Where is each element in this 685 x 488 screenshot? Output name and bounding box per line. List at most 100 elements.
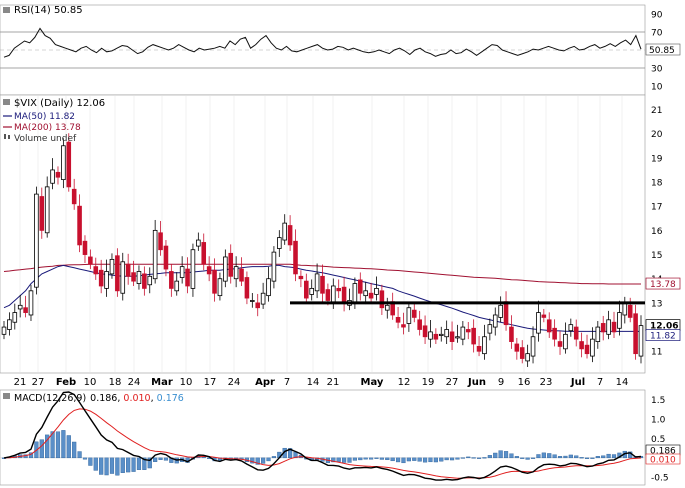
x-tick-label: Jun bbox=[467, 377, 486, 388]
candle-body-up bbox=[363, 290, 368, 297]
candle bbox=[314, 263, 320, 299]
candle-body-up bbox=[260, 292, 266, 305]
x-tick-label: 24 bbox=[128, 377, 141, 388]
candle bbox=[455, 324, 460, 343]
macd-histogram-bar bbox=[503, 451, 509, 459]
macd-y-tick: 1.5 bbox=[651, 396, 665, 406]
rsi-y-tick: 10 bbox=[651, 83, 663, 93]
candle-body-up bbox=[617, 312, 622, 329]
x-tick-label: 10 bbox=[84, 377, 97, 388]
x-tick-label: 7 bbox=[597, 377, 603, 388]
candle-body-up bbox=[568, 324, 574, 332]
candle bbox=[28, 284, 34, 322]
candle-body-up bbox=[174, 280, 180, 292]
rsi-last-value-box bbox=[645, 43, 681, 56]
candle-body-up bbox=[530, 336, 536, 357]
candle-body-down bbox=[465, 329, 471, 333]
candle-body-up bbox=[44, 186, 50, 234]
candle bbox=[217, 272, 223, 301]
macd-histogram-bar bbox=[336, 457, 341, 462]
macd-histogram-bar bbox=[352, 457, 357, 461]
x-tick-label: 23 bbox=[540, 377, 553, 388]
candle bbox=[255, 293, 261, 317]
candle-body-down bbox=[185, 268, 190, 287]
candle bbox=[525, 344, 530, 367]
macd-histogram-bar bbox=[88, 457, 93, 466]
candle bbox=[169, 263, 174, 297]
macd-marker-icon bbox=[3, 393, 10, 399]
candle bbox=[201, 233, 207, 271]
candle-body-down bbox=[304, 280, 309, 299]
candle bbox=[142, 266, 147, 296]
candle-body-down bbox=[600, 323, 606, 333]
macd-histogram-bar bbox=[493, 452, 498, 459]
price-y-tick: 11 bbox=[651, 348, 662, 358]
candle-body-up bbox=[438, 333, 444, 336]
price-title: $VIX (Daily) 12.06 bbox=[14, 98, 105, 109]
candle bbox=[476, 336, 482, 357]
macd-histogram-bar bbox=[455, 457, 460, 460]
macd-histogram-bar bbox=[104, 457, 109, 476]
candle-body-down bbox=[627, 304, 633, 318]
candle-body-down bbox=[476, 346, 482, 352]
macd-histogram-bar bbox=[536, 454, 541, 459]
price-y-tick: 13 bbox=[651, 299, 662, 309]
candle bbox=[633, 304, 638, 360]
candle bbox=[395, 307, 401, 329]
candle-body-down bbox=[39, 196, 45, 231]
candle-body-down bbox=[449, 331, 455, 342]
volume-legend: Volume undef bbox=[14, 134, 77, 144]
macd-histogram-bar bbox=[342, 457, 347, 463]
candle-body-down bbox=[169, 271, 174, 289]
candle bbox=[1, 321, 7, 340]
macd-histogram-bar bbox=[606, 453, 611, 459]
macd-signal-value: 0.010 bbox=[123, 393, 150, 404]
macd-histogram-bar bbox=[471, 457, 476, 459]
macd-histogram-bar bbox=[261, 457, 266, 464]
macd-histogram-bar bbox=[449, 457, 455, 461]
candle-body-down bbox=[552, 327, 557, 340]
candle bbox=[584, 334, 590, 359]
candle bbox=[277, 230, 282, 257]
candle bbox=[406, 301, 412, 332]
candle-body-up bbox=[190, 249, 196, 289]
candle bbox=[595, 321, 601, 349]
candle bbox=[44, 176, 50, 238]
candle-body-up bbox=[606, 319, 611, 335]
macd-histogram-bar bbox=[120, 457, 125, 473]
candle bbox=[293, 229, 298, 282]
x-tick-label: 17 bbox=[204, 377, 217, 388]
macd-histogram-bar bbox=[99, 457, 104, 475]
candle-body-down bbox=[379, 290, 385, 309]
ma200-legend: MA(200) 13.78 bbox=[14, 123, 81, 133]
price-y-tick: 20 bbox=[651, 130, 663, 140]
macd-histogram-bar bbox=[45, 434, 50, 459]
candle bbox=[309, 279, 314, 301]
macd-histogram-bar bbox=[158, 457, 163, 460]
candle-body-up bbox=[12, 312, 18, 323]
candle-body-up bbox=[136, 271, 142, 284]
candle-body-down bbox=[341, 286, 347, 304]
macd-histogram-bar bbox=[476, 457, 482, 459]
candle-body-up bbox=[444, 329, 449, 338]
candle-body-down bbox=[584, 344, 590, 355]
candle-body-up bbox=[17, 304, 23, 310]
macd-histogram-bar bbox=[374, 457, 379, 459]
x-tick-label: 7 bbox=[284, 377, 290, 388]
candle bbox=[546, 312, 552, 338]
candle bbox=[266, 266, 271, 302]
macd-histogram-bar bbox=[347, 457, 352, 463]
macd-histogram-bar bbox=[444, 457, 449, 461]
candle-body-down bbox=[395, 316, 401, 323]
macd-histogram-bar bbox=[147, 457, 152, 469]
macd-histogram-bar bbox=[368, 457, 374, 460]
candle bbox=[158, 220, 163, 256]
macd-histogram-bar bbox=[266, 457, 271, 462]
macd-histogram-bar bbox=[255, 457, 260, 465]
candle bbox=[66, 133, 72, 192]
candle bbox=[239, 257, 244, 286]
candle bbox=[460, 321, 466, 346]
macd-histogram-bar bbox=[547, 453, 552, 459]
x-tick-label: 14 bbox=[307, 377, 320, 388]
candle-body-down bbox=[206, 266, 212, 275]
